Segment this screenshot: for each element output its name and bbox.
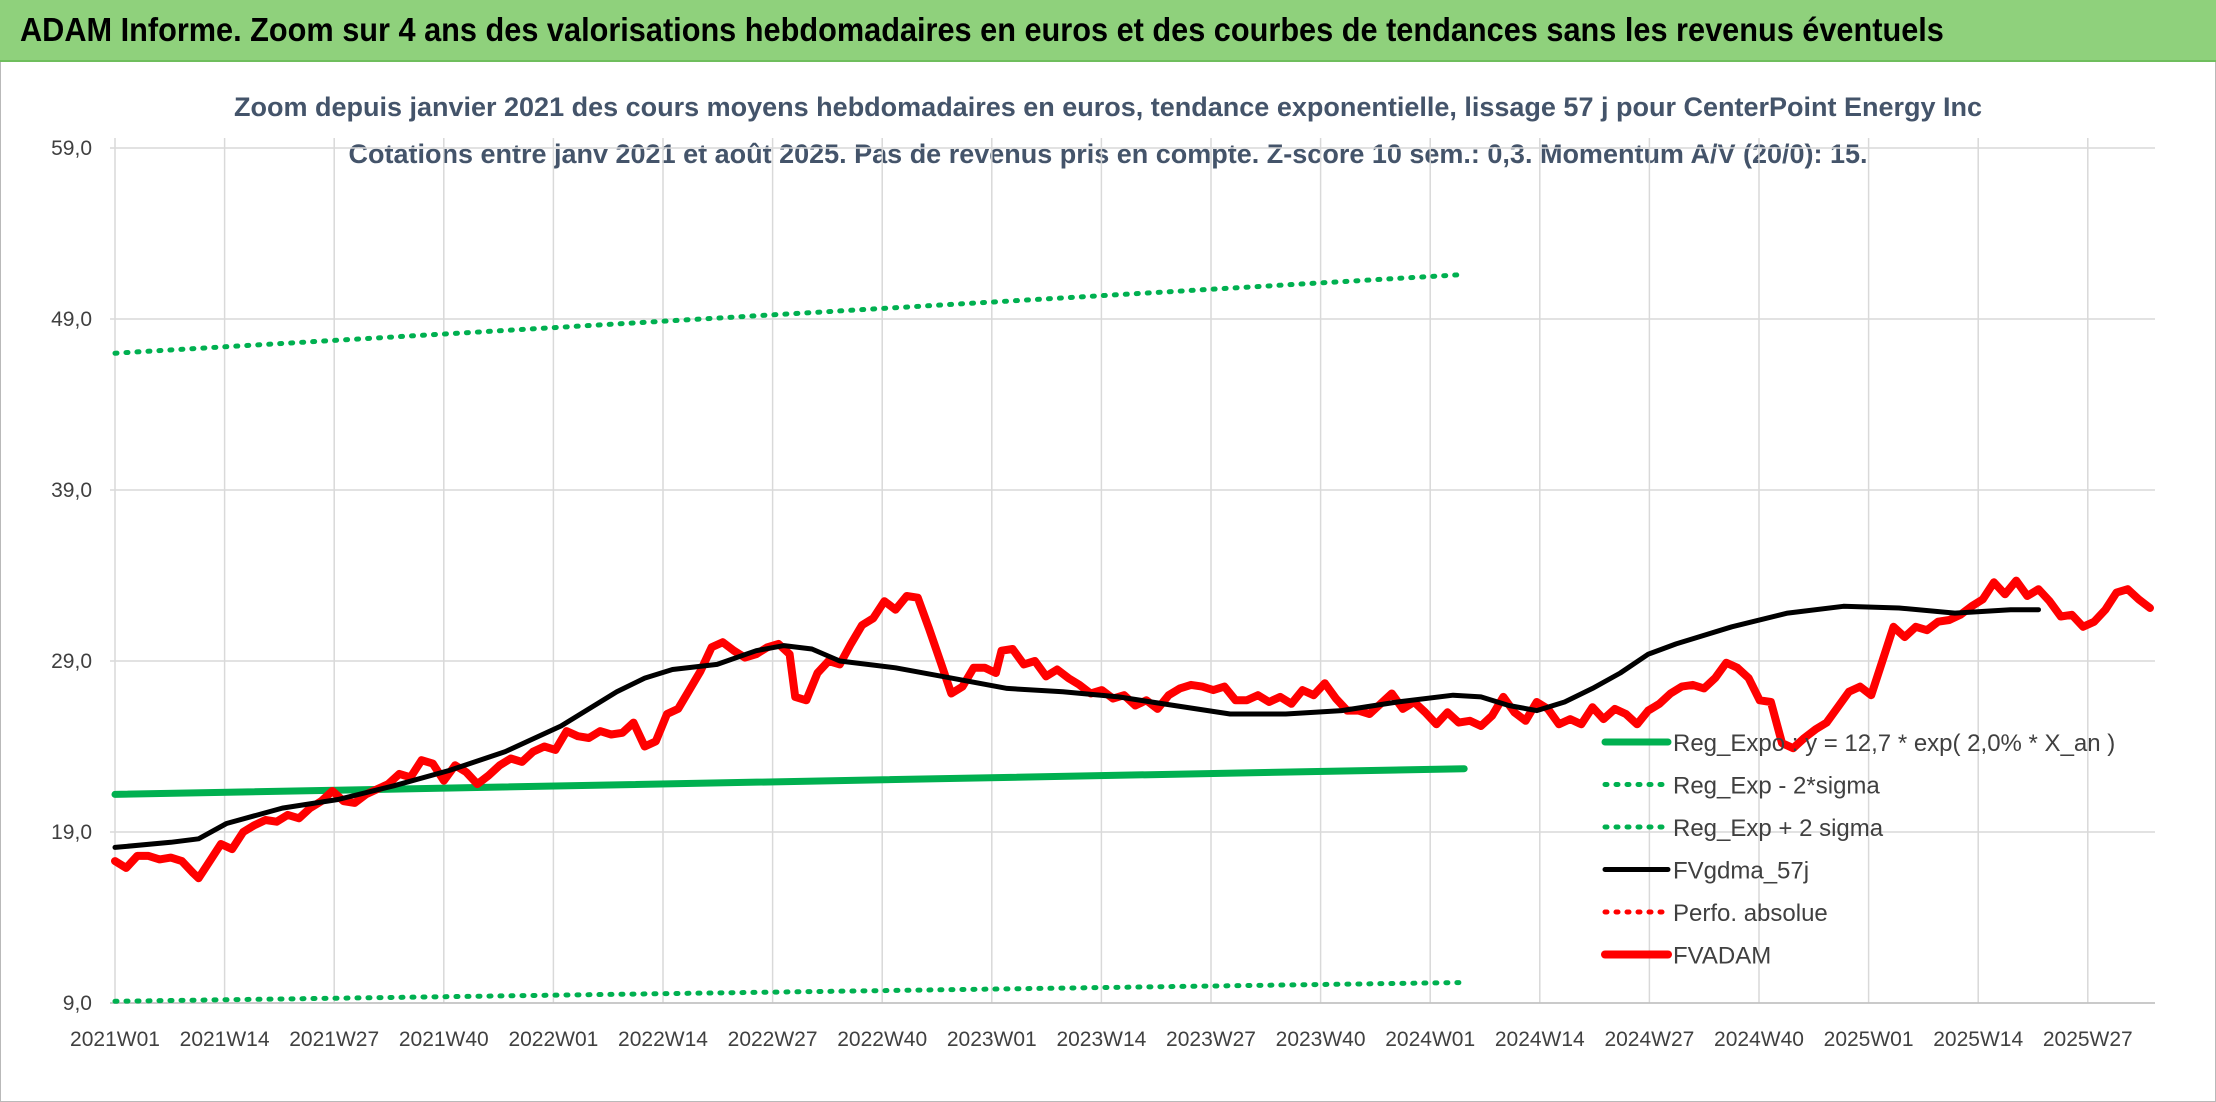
y-axis: 59,0 49,0 39,0 29,0 19,0 9,0 — [51, 137, 92, 1015]
chart-title: Zoom depuis janvier 2021 des cours moyen… — [234, 92, 1982, 122]
x-tick-label: 2025W27 — [2043, 1028, 2133, 1051]
y-tick-label: 29,0 — [51, 650, 92, 673]
chart-subtitle: Cotations entre janv 2021 et août 2025. … — [348, 139, 1867, 169]
series-line-reg-exp-2-sigma — [112, 272, 1467, 356]
x-tick-label: 2024W27 — [1604, 1028, 1694, 1051]
legend-label: FVgdma_57j — [1673, 858, 1809, 885]
x-tick-label: 2022W40 — [837, 1028, 927, 1051]
x-tick-label: 2021W14 — [180, 1028, 270, 1051]
x-tick-label: 2023W27 — [1166, 1028, 1256, 1051]
x-tick-label: 2023W01 — [947, 1028, 1037, 1051]
banner-title: ADAM Informe. Zoom sur 4 ans des valoris… — [20, 11, 1944, 48]
x-tick-label: 2021W40 — [399, 1028, 489, 1051]
x-tick-label: 2023W40 — [1276, 1028, 1366, 1051]
x-tick-label: 2023W14 — [1056, 1028, 1146, 1051]
x-tick-label: 2022W14 — [618, 1028, 708, 1051]
y-tick-label: 9,0 — [63, 992, 92, 1015]
y-tick-label: 59,0 — [51, 137, 92, 160]
x-tick-label: 2024W40 — [1714, 1028, 1804, 1051]
series-line-reg-expo-y-12-7-exp-2-0-x-an — [111, 765, 1468, 798]
x-tick-label: 2022W27 — [728, 1028, 818, 1051]
series-line-fvgdma-57j — [112, 603, 2041, 850]
x-tick-label: 2021W01 — [70, 1028, 160, 1051]
x-tick-label: 2022W01 — [508, 1028, 598, 1051]
y-tick-label: 39,0 — [51, 479, 92, 502]
legend-label: Reg_Expo : y = 12,7 * exp( 2,0% * X_an ) — [1673, 730, 2115, 757]
y-tick-label: 19,0 — [51, 821, 92, 844]
y-tick-label: 49,0 — [51, 308, 92, 331]
x-tick-label: 2025W01 — [1824, 1028, 1914, 1051]
series-line-reg-exp-2-sigma — [112, 980, 1467, 1004]
x-tick-label: 2021W27 — [289, 1028, 379, 1051]
grid-lines — [110, 138, 2155, 1004]
legend-label: Reg_Exp + 2 sigma — [1673, 815, 1884, 842]
legend: Reg_Expo : y = 12,7 * exp( 2,0% * X_an )… — [1601, 730, 2115, 970]
legend-label: Reg_Exp - 2*sigma — [1673, 773, 1880, 800]
legend-label: Perfo. absolue — [1673, 900, 1828, 927]
banner: ADAM Informe. Zoom sur 4 ans des valoris… — [0, 0, 2216, 62]
x-axis: 2021W01 2021W14 2021W27 2021W40 2022W01 2022W… — [70, 1028, 2133, 1051]
x-tick-label: 2024W14 — [1495, 1028, 1585, 1051]
legend-label: FVADAM — [1673, 943, 1771, 970]
series-layer — [111, 272, 2154, 1004]
x-tick-label: 2025W14 — [1933, 1028, 2023, 1051]
x-tick-label: 2024W01 — [1385, 1028, 1475, 1051]
